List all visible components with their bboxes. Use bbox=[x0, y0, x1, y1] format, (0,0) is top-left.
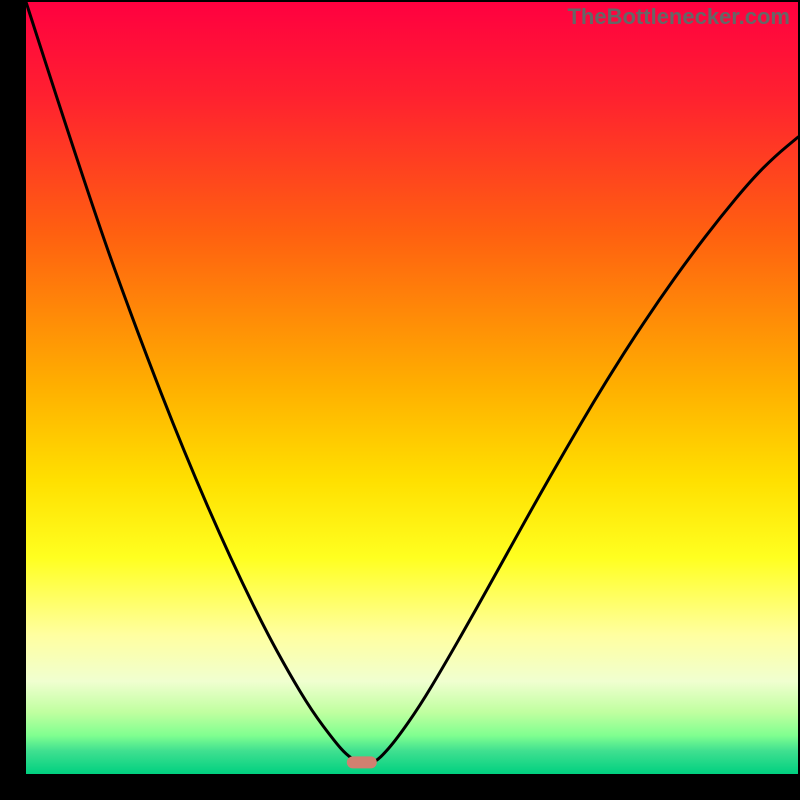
min-marker bbox=[347, 756, 377, 768]
watermark-text: TheBottlenecker.com bbox=[567, 4, 790, 30]
chart-plot-background bbox=[26, 2, 798, 774]
chart-svg bbox=[0, 0, 800, 800]
chart-canvas: TheBottlenecker.com bbox=[0, 0, 800, 800]
